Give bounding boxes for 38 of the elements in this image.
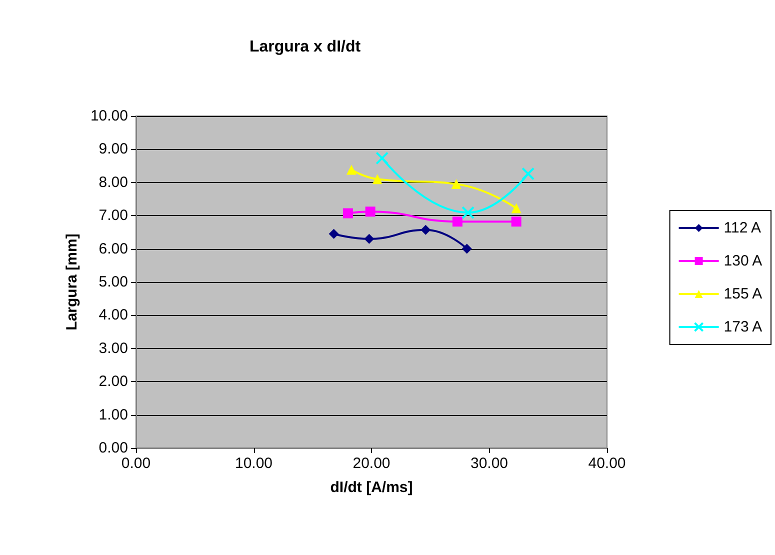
y-tick-label: 0.00	[98, 440, 128, 456]
point	[420, 224, 431, 235]
x-tick-label: 30.00	[470, 455, 508, 472]
legend-label: 130 A	[724, 252, 762, 270]
point	[328, 228, 339, 239]
y-tick-label: 3.00	[98, 340, 128, 357]
chart-title: Largura x dI/dt	[249, 38, 362, 56]
legend-label: 155 A	[724, 286, 762, 302]
y-tick-label: 2.00	[98, 373, 128, 390]
x-tick-label: 0.00	[121, 455, 151, 472]
y-tick-label: 1.00	[98, 406, 128, 424]
point	[452, 216, 462, 227]
point	[342, 208, 353, 218]
point	[376, 152, 389, 165]
point	[346, 164, 356, 175]
point	[511, 203, 522, 214]
point	[372, 174, 382, 184]
x-tick-label: 20.00	[352, 455, 390, 472]
x-tick-label: 40.00	[588, 455, 626, 472]
y-tick-label: 10.00	[90, 108, 128, 124]
y-tick-label: 8.00	[98, 174, 128, 191]
x-tick-label: 10.00	[234, 455, 273, 472]
point	[462, 206, 475, 220]
legend-label: 173 A	[724, 318, 762, 336]
y-tick-label: 6.00	[98, 240, 128, 258]
y-tick-label: 7.00	[98, 207, 128, 224]
point	[365, 206, 376, 217]
legend-label: 112 A	[724, 220, 762, 236]
point	[364, 234, 374, 244]
point	[451, 179, 462, 190]
y-tick-label: 5.00	[98, 274, 128, 290]
y-tick-label: 9.00	[98, 140, 128, 158]
y-axis-title: Largura [mm]	[64, 234, 81, 330]
x-axis-title: dI/dt [A/ms]	[330, 479, 413, 496]
point	[522, 167, 535, 180]
point	[511, 216, 522, 227]
y-tick-label: 4.00	[98, 306, 128, 324]
point	[462, 244, 472, 254]
